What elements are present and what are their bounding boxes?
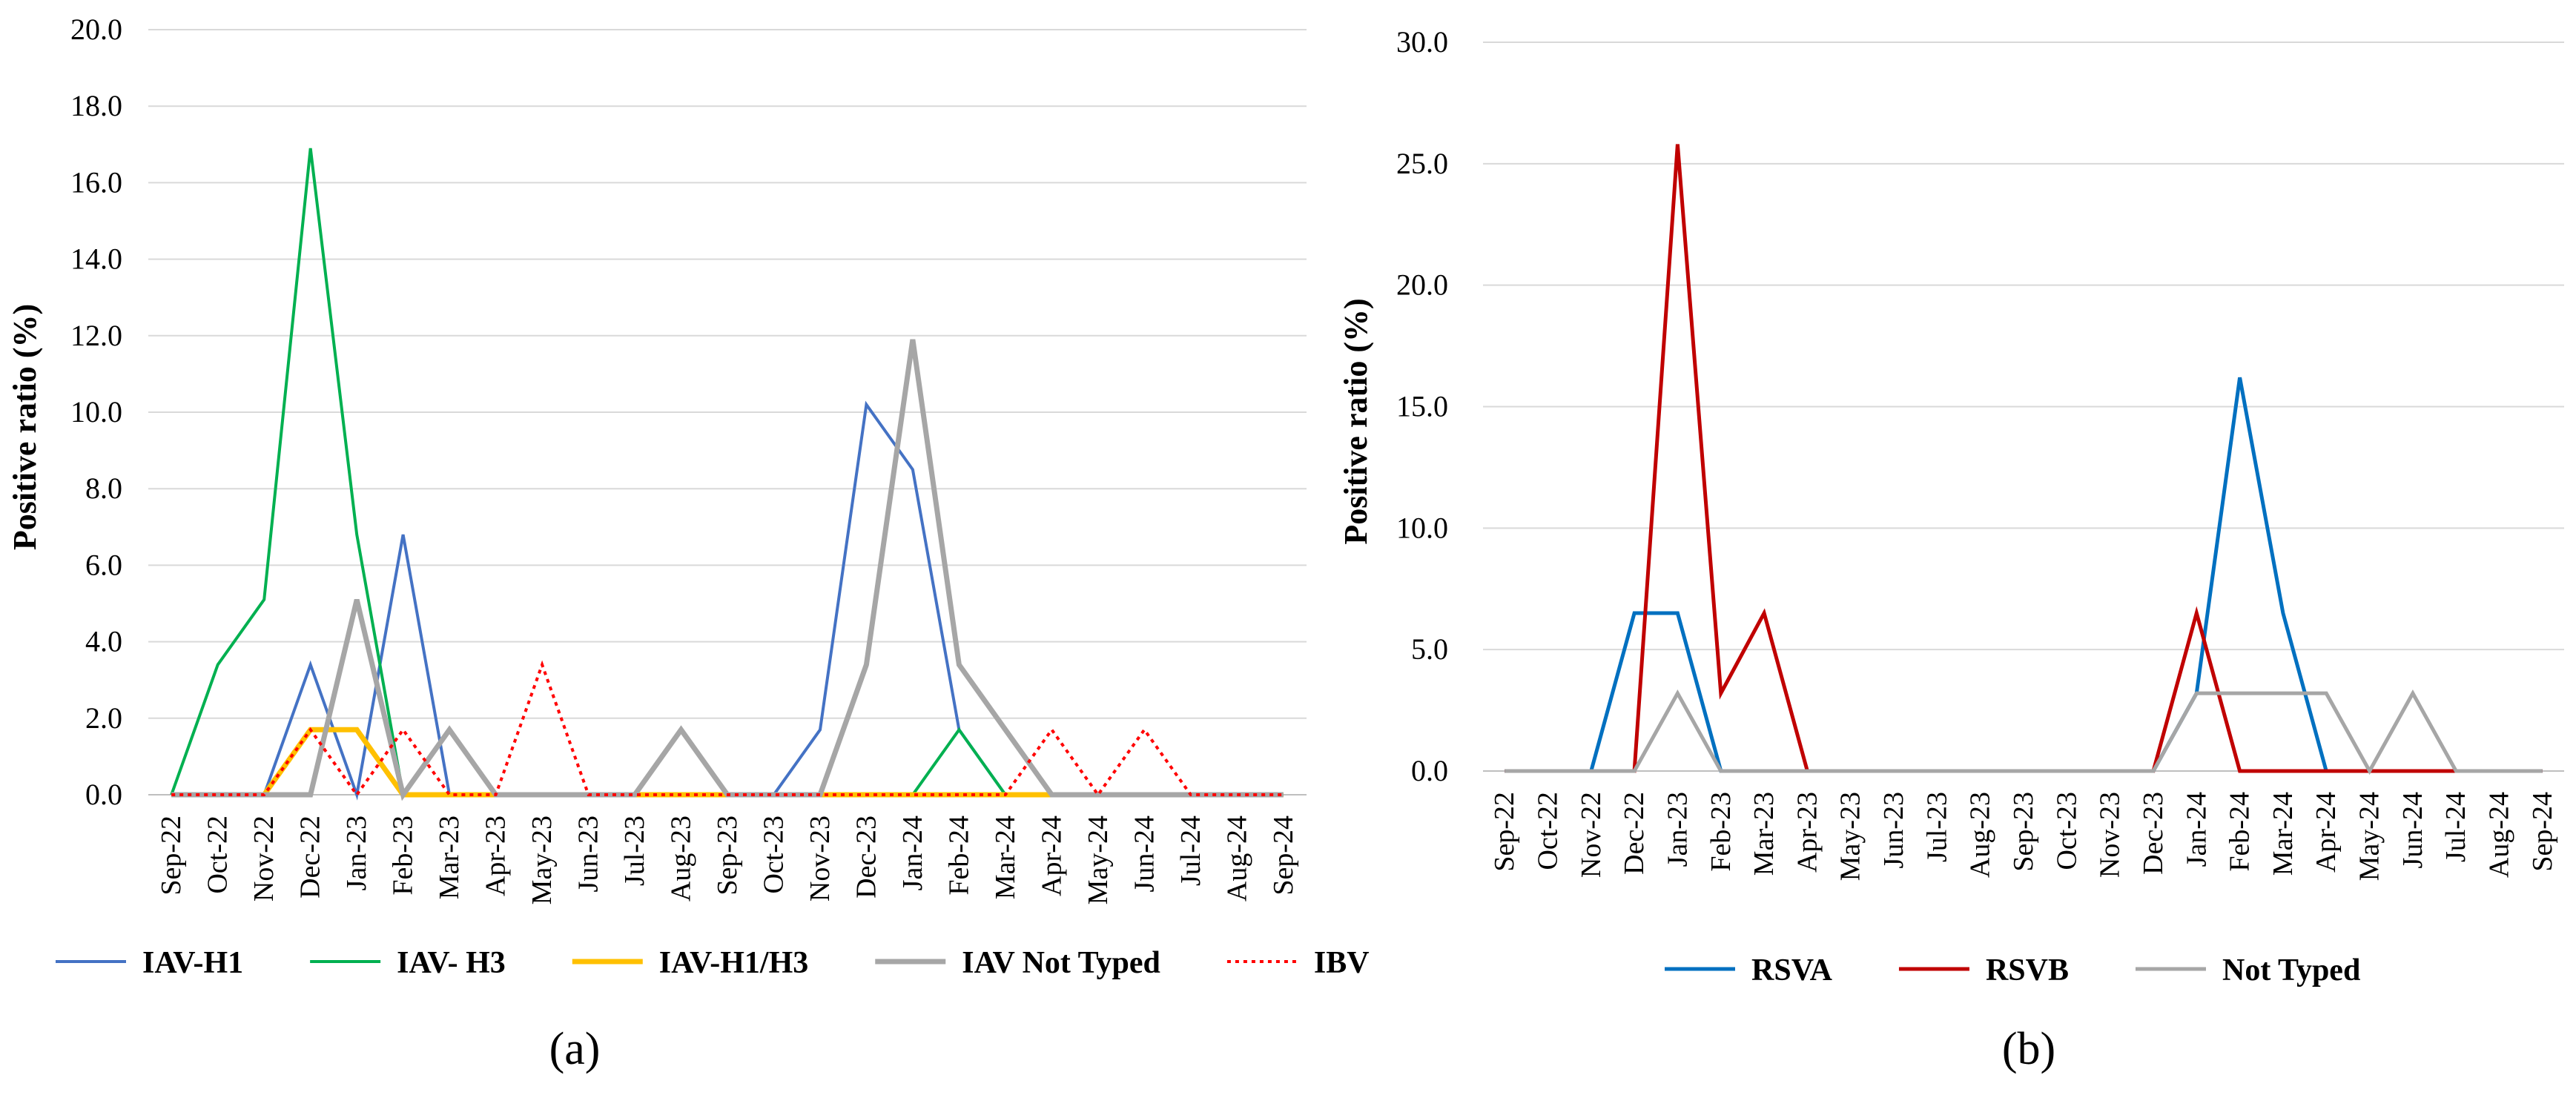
x-tick-label: Apr-24 bbox=[2311, 792, 2342, 873]
x-tick-label: May-24 bbox=[2354, 792, 2385, 881]
x-tick-label: Jun-23 bbox=[1878, 792, 1909, 868]
y-tick-label: 20.0 bbox=[1396, 268, 1448, 302]
x-tick-label: Nov-23 bbox=[2095, 792, 2126, 878]
legend-label: IAV-H1/H3 bbox=[659, 946, 808, 980]
y-tick-label: 10.0 bbox=[70, 395, 122, 429]
x-tick-label: Jun-24 bbox=[2397, 792, 2428, 868]
x-tick-label: May-24 bbox=[1083, 816, 1114, 904]
y-tick-label: 6.0 bbox=[85, 548, 122, 581]
x-tick-label: Nov-22 bbox=[248, 816, 280, 902]
x-tick-label: Mar-23 bbox=[1748, 792, 1780, 876]
y-tick-label: 30.0 bbox=[1396, 25, 1448, 59]
x-tick-label: Aug-24 bbox=[2484, 792, 2515, 878]
x-tick-label: Mar-24 bbox=[2268, 792, 2299, 876]
y-tick-label: 18.0 bbox=[70, 89, 122, 122]
x-tick-label: Jan-24 bbox=[2181, 792, 2212, 867]
x-tick-label: Dec-23 bbox=[851, 816, 882, 899]
x-tick-label: Oct-22 bbox=[202, 816, 234, 894]
y-tick-label: 8.0 bbox=[85, 472, 122, 505]
x-tick-label: Oct-22 bbox=[1532, 792, 1563, 870]
legend-label: Not Typed bbox=[2222, 953, 2360, 988]
y-tick-label: 12.0 bbox=[70, 319, 122, 352]
x-tick-label: Mar-23 bbox=[434, 816, 465, 899]
legend-label: IAV-H1 bbox=[142, 946, 243, 980]
x-tick-label: Dec-23 bbox=[2138, 792, 2169, 875]
y-tick-label: 14.0 bbox=[70, 242, 122, 276]
legend-label: IBV bbox=[1314, 946, 1370, 980]
x-tick-label: Jun-24 bbox=[1129, 816, 1160, 892]
x-tick-label: Apr-23 bbox=[480, 816, 512, 896]
series-line-ibv bbox=[171, 660, 1284, 798]
series-line-not-typed bbox=[1505, 689, 2543, 775]
x-tick-label: Sep-23 bbox=[2008, 792, 2039, 872]
series-line-iav-not-typed bbox=[171, 339, 1284, 801]
y-tick-label: 16.0 bbox=[70, 165, 122, 199]
x-tick-label: Feb-24 bbox=[2225, 792, 2256, 872]
x-tick-label: Sep-22 bbox=[156, 816, 187, 896]
series-line-rsva bbox=[1505, 377, 2543, 773]
x-tick-label: Jan-24 bbox=[897, 816, 928, 890]
x-tick-label: Sep-23 bbox=[712, 816, 743, 896]
x-tick-label: Aug-24 bbox=[1221, 816, 1252, 902]
x-tick-label: May-23 bbox=[1835, 792, 1866, 881]
x-tick-label: Jul-24 bbox=[1175, 816, 1206, 886]
x-tick-label: Sep-24 bbox=[2527, 792, 2558, 872]
x-tick-label: Feb-23 bbox=[1705, 792, 1737, 872]
legend-label: RSVB bbox=[1986, 953, 2069, 988]
x-tick-label: Nov-22 bbox=[1576, 792, 1607, 878]
series-line-iav-h1 bbox=[171, 400, 1284, 801]
x-tick-label: Jul-23 bbox=[1921, 792, 1952, 862]
x-tick-label: Feb-23 bbox=[388, 816, 419, 896]
x-tick-label: Jun-23 bbox=[573, 816, 604, 892]
x-tick-label: Jan-23 bbox=[1662, 792, 1693, 867]
legend-label: IAV- H3 bbox=[397, 946, 506, 980]
y-tick-label: 4.0 bbox=[85, 625, 122, 658]
x-tick-label: Dec-22 bbox=[1619, 792, 1650, 875]
x-tick-label: Oct-23 bbox=[758, 816, 789, 894]
x-tick-label: Aug-23 bbox=[666, 816, 697, 902]
x-tick-label: Mar-24 bbox=[990, 816, 1021, 899]
chart-panel-b: 0.0 5.0 10.0 15.0 20.0 25.0 30.0 Sep-22 Oct-22 No… bbox=[1338, 25, 2564, 1074]
y-tick-label: 10.0 bbox=[1396, 511, 1448, 544]
y-axis-title: Positive ratio (%) bbox=[7, 304, 43, 550]
x-tick-label: Dec-22 bbox=[295, 816, 326, 899]
y-tick-label: 0.0 bbox=[85, 778, 122, 811]
series-line-iav-h3 bbox=[170, 148, 1284, 796]
y-axis-title: Positive ratio (%) bbox=[1338, 298, 1374, 544]
x-tick-label: Apr-23 bbox=[1791, 792, 1823, 873]
x-tick-label: Jul-23 bbox=[619, 816, 650, 886]
panel-caption: (a) bbox=[549, 1024, 601, 1074]
legend-label: IAV Not Typed bbox=[962, 946, 1160, 980]
y-tick-label: 2.0 bbox=[85, 701, 122, 735]
panel-caption: (b) bbox=[2002, 1024, 2055, 1074]
y-tick-label: 25.0 bbox=[1396, 147, 1448, 180]
x-tick-label: Nov-23 bbox=[805, 816, 836, 902]
y-tick-label: 0.0 bbox=[1411, 754, 1448, 787]
x-tick-label: Sep-24 bbox=[1268, 816, 1299, 896]
x-tick-label: Oct-23 bbox=[2051, 792, 2082, 870]
x-tick-label: Jan-23 bbox=[341, 816, 372, 890]
x-tick-label: Aug-23 bbox=[1965, 792, 1996, 878]
chart-panel-a: 0.0 2.0 4.0 6.0 8.0 10.0 12.0 14.0 16.0 18.0 20.0 S… bbox=[7, 13, 1370, 1074]
y-tick-label: 20.0 bbox=[70, 13, 122, 46]
y-tick-label: 15.0 bbox=[1396, 390, 1448, 423]
y-tick-label: 5.0 bbox=[1411, 632, 1448, 666]
x-tick-label: Jul-24 bbox=[2440, 792, 2471, 862]
x-tick-label: Apr-24 bbox=[1036, 816, 1067, 896]
x-tick-label: Sep-22 bbox=[1489, 792, 1520, 872]
x-tick-label: Feb-24 bbox=[943, 816, 974, 896]
legend-label: RSVA bbox=[1751, 953, 1833, 988]
x-tick-label: May-23 bbox=[526, 816, 558, 904]
series-line-rsvb bbox=[1505, 144, 2543, 773]
